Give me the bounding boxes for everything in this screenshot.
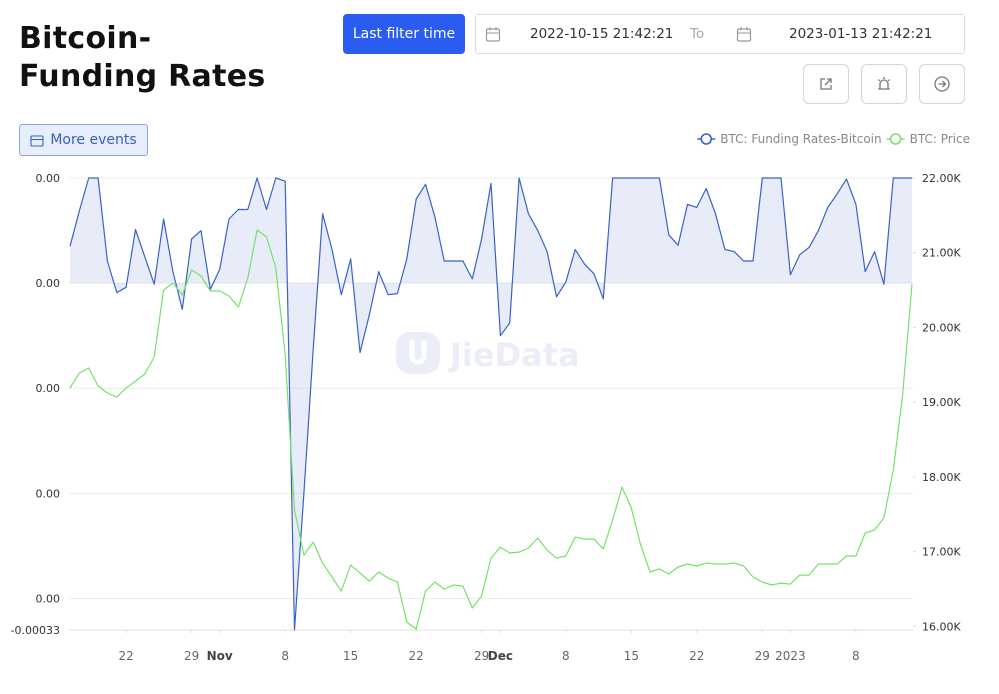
x-tick-label: 22 (409, 649, 424, 663)
date-separator: To (690, 26, 705, 42)
share-icon (820, 78, 832, 90)
x-tick-label: 15 (624, 649, 639, 663)
legend: BTC: Price BTC: Funding Rates-Bitcoin (697, 132, 970, 146)
next-button[interactable] (919, 64, 965, 104)
y2-tick-label: 18.00K (922, 471, 961, 484)
series-line (69, 229, 913, 630)
watermark: JieData (396, 332, 580, 374)
calendar-icon (485, 27, 501, 42)
more-events-button[interactable]: More events (19, 124, 148, 156)
x-tick-label: 8 (281, 649, 289, 663)
alert-button[interactable] (861, 64, 907, 104)
y2-tick-label: 20.00K (922, 321, 961, 334)
x-tick-label: 15 (343, 649, 358, 663)
legend-swatch (889, 133, 902, 145)
calendar-icon (736, 27, 752, 42)
x-tick-label: 8 (562, 649, 570, 663)
alert-icon (878, 77, 890, 90)
y-tick-label: 0.00 (36, 382, 61, 395)
y2-tick-label: 16.00K (922, 620, 961, 633)
x-tick-label: 29 (184, 649, 199, 663)
start-date[interactable]: 2022-10-15 21:42:21 (530, 26, 674, 42)
legend-swatch (700, 133, 713, 145)
y-tick-label: 0.00 (36, 592, 61, 605)
filter-button[interactable]: Last filter time (343, 14, 465, 54)
x-tick-label: 29 (474, 649, 489, 663)
series-line (69, 177, 912, 631)
events-icon (30, 134, 44, 147)
x-tick-label: 22 (689, 649, 704, 663)
watermark-logo (396, 332, 440, 374)
y-tick-label: 0.00 (36, 172, 61, 185)
watermark-logo-mark (409, 340, 427, 365)
legend-label: BTC: Price (910, 132, 970, 146)
y2-tick-label: 21.00K (922, 247, 961, 260)
y-tick-label: 0.00 (36, 277, 61, 290)
more-events-label: More events (50, 132, 137, 148)
date-range[interactable]: 2022-10-15 21:42:21 To 2023-01-13 21:42:… (475, 14, 965, 54)
legend-label: BTC: Funding Rates-Bitcoin (720, 132, 881, 146)
y2-tick-label: 17.00K (922, 546, 961, 559)
y-tick-label: -0.00033 (11, 624, 60, 637)
y2-tick-label: 22.00K (922, 172, 961, 185)
next-icon (934, 76, 950, 92)
watermark-text: JieData (448, 336, 580, 374)
y-tick-label: 0.00 (36, 487, 61, 500)
y2-tick-label: 19.00K (922, 396, 961, 409)
page-title: Bitcoin-Funding Rates (19, 21, 266, 94)
x-tick-label: Dec (488, 649, 513, 663)
series-area (70, 178, 912, 630)
x-tick-label: 2023 (775, 649, 806, 663)
x-tick-label: 8 (852, 649, 860, 663)
end-date[interactable]: 2023-01-13 21:42:21 (789, 26, 933, 42)
x-tick-label: 29 (755, 649, 770, 663)
x-tick-label: 22 (118, 649, 133, 663)
share-button[interactable] (803, 64, 849, 104)
x-tick-label: Nov (207, 649, 233, 663)
